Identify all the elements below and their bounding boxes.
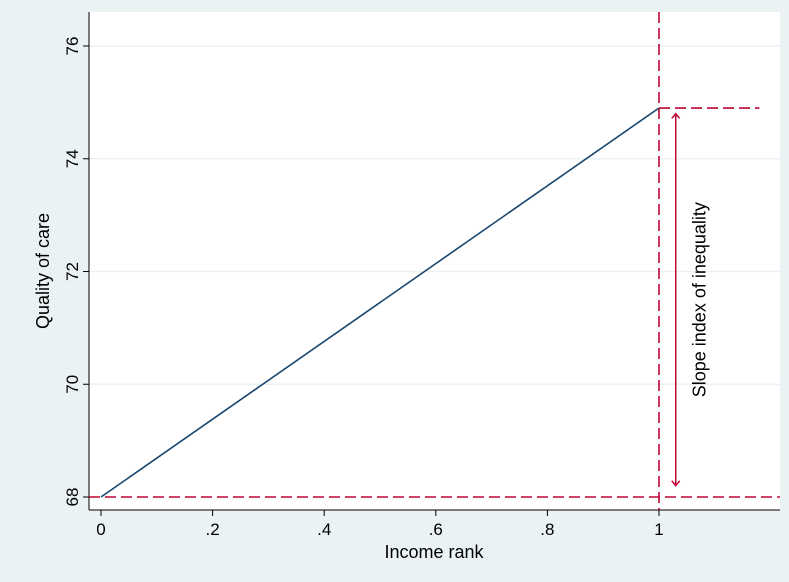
x-tick-label: .8 bbox=[540, 520, 554, 539]
x-axis-title: Income rank bbox=[384, 542, 484, 562]
x-tick-label: 1 bbox=[654, 520, 663, 539]
x-tick-label: .4 bbox=[317, 520, 331, 539]
x-tick-label: .6 bbox=[429, 520, 443, 539]
y-tick-label: 76 bbox=[63, 37, 82, 56]
y-tick-label: 70 bbox=[63, 375, 82, 394]
plot-area bbox=[89, 12, 780, 510]
reference-lines bbox=[89, 12, 780, 510]
y-axis-title: Quality of care bbox=[33, 213, 53, 329]
y-tick-label: 74 bbox=[63, 149, 82, 168]
annotation-label: Slope index of inequality bbox=[690, 202, 710, 397]
series bbox=[100, 107, 660, 498]
x-tick-label: 0 bbox=[96, 520, 105, 539]
x-tick-label: .2 bbox=[206, 520, 220, 539]
y-tick-label: 68 bbox=[63, 488, 82, 507]
series-line bbox=[100, 107, 660, 498]
y-tick-label: 72 bbox=[63, 262, 82, 281]
annotation: Slope index of inequality bbox=[676, 114, 710, 486]
axes: 68 70 72 74 76 0 .2 .4 .6 .8 1 bbox=[63, 12, 780, 539]
grid bbox=[89, 45, 780, 385]
